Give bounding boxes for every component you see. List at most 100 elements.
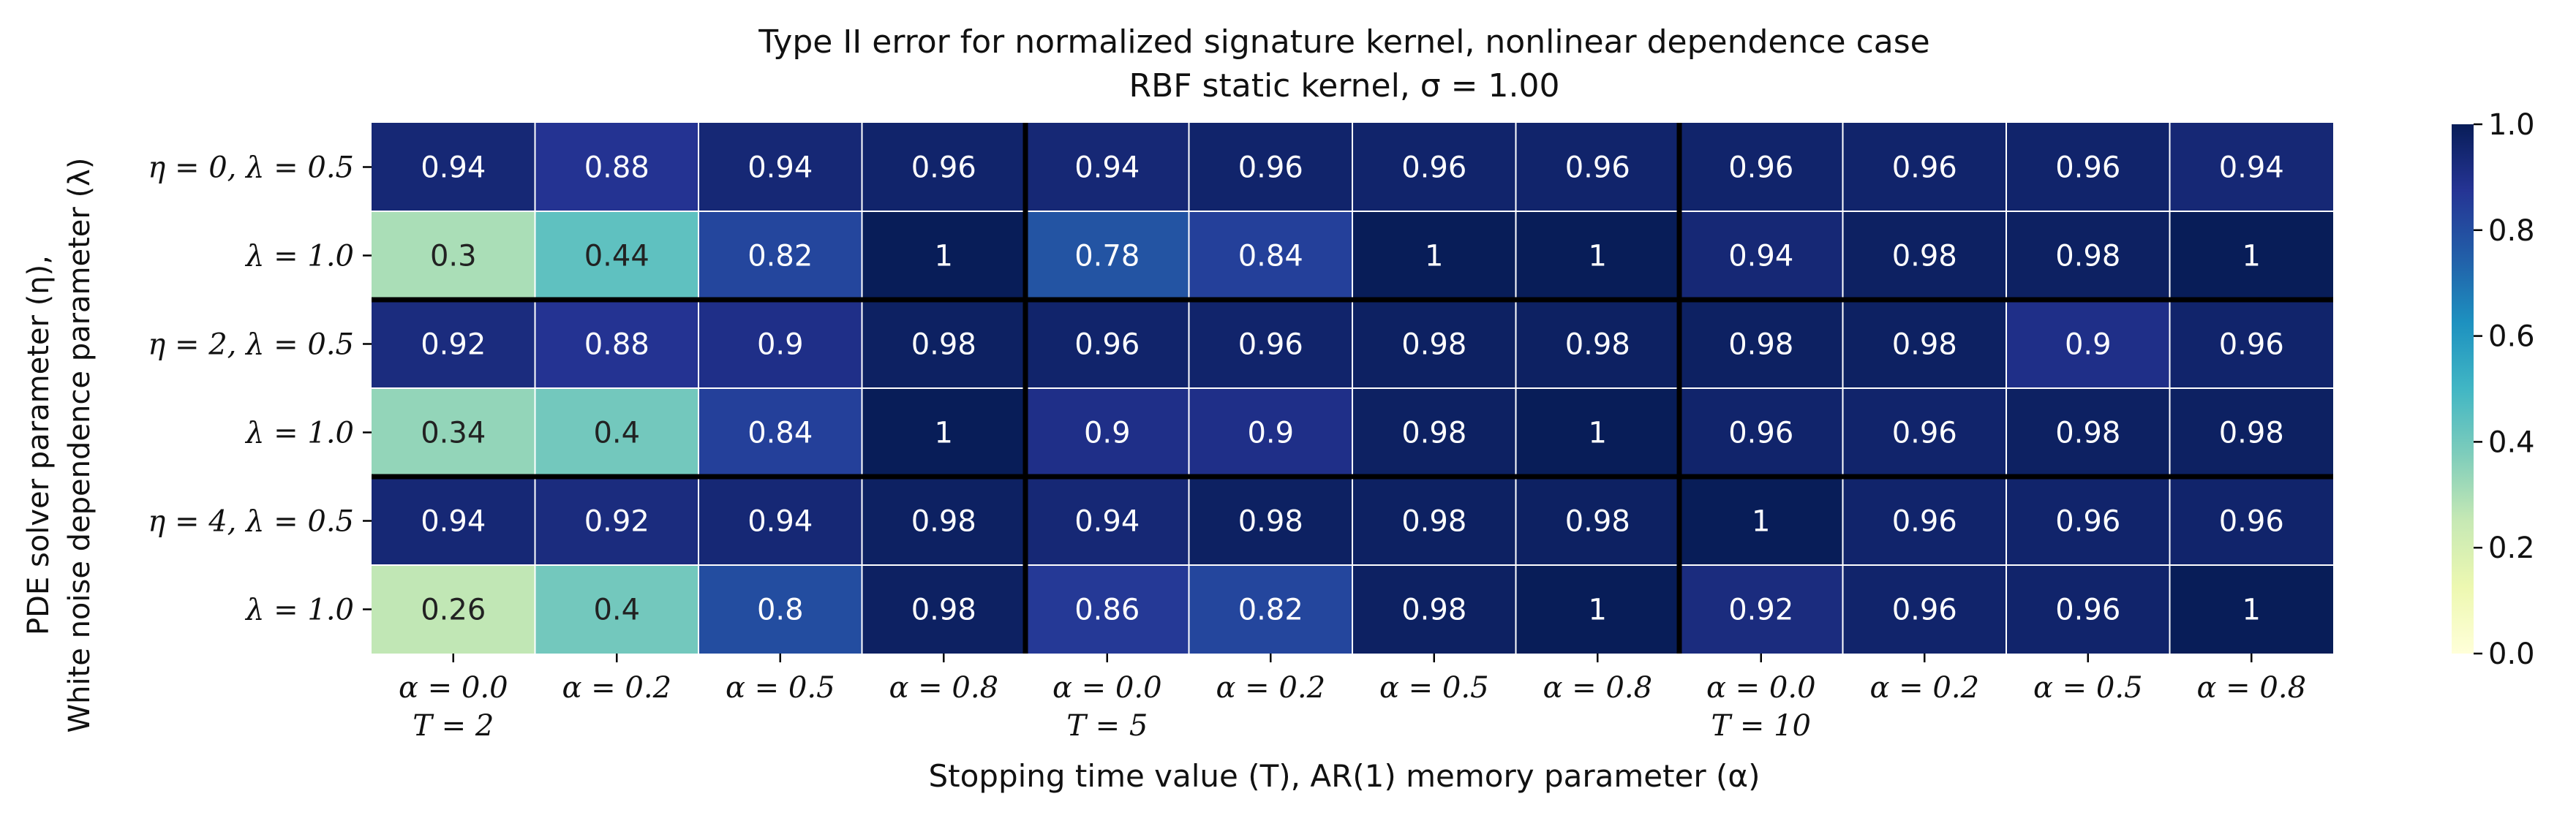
- x-tick-label: α = 0.2: [1216, 671, 1325, 705]
- x-tick-label: α = 0.2: [1869, 671, 1979, 705]
- cell-value-label: 0.98: [1565, 328, 1630, 362]
- heatmap-cell: [1025, 477, 1189, 565]
- x-tick-label: α = 0.5: [2033, 671, 2143, 705]
- cell-value-label: 0.88: [584, 151, 649, 185]
- heatmap-cell: [2169, 388, 2333, 477]
- heatmap-cell: [698, 123, 862, 211]
- heatmap-cell: [2169, 565, 2333, 654]
- heatmap-cell: [1025, 565, 1189, 654]
- cell-value-label: 0.98: [2055, 417, 2120, 450]
- cell-value-label: 0.98: [1892, 328, 1957, 362]
- x-tick-group-label: T = 10: [1711, 709, 1811, 743]
- cell-value-label: 0.98: [1238, 505, 1303, 539]
- heatmap-cell: [698, 565, 862, 654]
- cell-value-label: 1: [1589, 594, 1607, 627]
- heatmap-cell: [1025, 123, 1189, 211]
- cell-value-label: 0.8: [757, 594, 804, 627]
- cell-value-label: 1: [935, 240, 953, 273]
- cell-value-label: 0.92: [1728, 594, 1793, 627]
- cell-value-label: 0.96: [1892, 151, 1957, 185]
- cell-value-label: 0.96: [2219, 328, 2284, 362]
- cell-value-label: 0.98: [1728, 328, 1793, 362]
- heatmap-cell: [535, 211, 698, 300]
- heatmap-labels: 0.94 0.88 0.94 0.96 0.94 0.96 0.96 0.96 0.96 0.96…: [421, 151, 2284, 627]
- heatmap-cell: [862, 477, 1025, 565]
- cell-value-label: 0.94: [747, 505, 813, 539]
- cell-value-label: 0.96: [1238, 328, 1303, 362]
- cell-value-label: 0.96: [1892, 505, 1957, 539]
- cell-value-label: 0.96: [2219, 505, 2284, 539]
- cell-value-label: 0.92: [584, 505, 649, 539]
- cell-value-label: 1: [2242, 240, 2261, 273]
- heatmap-separators: [372, 123, 2333, 654]
- heatmap-cell: [535, 300, 698, 388]
- cell-value-label: 0.98: [2055, 240, 2120, 273]
- cell-value-label: 0.88: [584, 328, 649, 362]
- heatmap-cell: [862, 211, 1025, 300]
- heatmap-cell: [1515, 211, 1679, 300]
- cell-value-label: 0.96: [1892, 594, 1957, 627]
- heatmap-cell: [535, 123, 698, 211]
- cell-value-label: 0.98: [1401, 417, 1466, 450]
- heatmap-cell: [1352, 388, 1516, 477]
- cell-value-label: 0.44: [584, 240, 649, 273]
- heatmap-cell: [862, 388, 1025, 477]
- cell-value-label: 0.82: [747, 240, 813, 273]
- colorbar-tick-label: 1.0: [2488, 108, 2535, 142]
- cell-value-label: 0.34: [421, 417, 486, 450]
- heatmap-cell: [535, 388, 698, 477]
- cell-value-label: 0.98: [1401, 328, 1466, 362]
- heatmap-cell: [1352, 300, 1516, 388]
- cell-value-label: 0.82: [1238, 594, 1303, 627]
- heatmap-cell: [2006, 211, 2170, 300]
- cell-value-label: 0.94: [1074, 505, 1140, 539]
- heatmap-cell: [1515, 123, 1679, 211]
- cell-value-label: 0.94: [421, 151, 486, 185]
- cell-value-label: 0.26: [421, 594, 486, 627]
- colorbar-tick-label: 0.4: [2488, 425, 2535, 459]
- heatmap-cell: [2169, 477, 2333, 565]
- heatmap-cell: [372, 565, 535, 654]
- cell-value-label: 0.9: [2065, 328, 2112, 362]
- cell-value-label: 0.96: [1401, 151, 1466, 185]
- heatmap-cell: [1352, 477, 1516, 565]
- colorbar-tick-label: 0.6: [2488, 320, 2535, 354]
- heatmap-cell: [535, 477, 698, 565]
- y-tick-label: λ = 1.0: [244, 240, 354, 273]
- heatmap-cell: [862, 300, 1025, 388]
- y-axis-ticks: η = 0, λ = 0.5 λ = 1.0 η = 2, λ = 0.5 λ = 1…: [148, 151, 372, 627]
- heatmap-cell: [1515, 388, 1679, 477]
- heatmap-cell: [1515, 565, 1679, 654]
- heatmap-cell: [698, 388, 862, 477]
- heatmap-cell: [1189, 388, 1352, 477]
- heatmap-cell: [372, 477, 535, 565]
- heatmap-cell: [1842, 123, 2006, 211]
- cell-value-label: 0.9: [757, 328, 804, 362]
- y-tick-label: η = 0, λ = 0.5: [148, 151, 354, 185]
- heatmap-cell: [1842, 300, 2006, 388]
- x-tick-label: α = 0.5: [726, 671, 835, 705]
- heatmap-cell: [1352, 565, 1516, 654]
- x-axis-label: Stopping time value (T), AR(1) memory pa…: [928, 758, 1760, 794]
- cell-value-label: 0.9: [1247, 417, 1294, 450]
- x-tick-label: α = 0.8: [1543, 671, 1652, 705]
- heatmap-cell: [1679, 388, 1843, 477]
- cell-value-label: 0.84: [1238, 240, 1303, 273]
- heatmap-cell: [1679, 477, 1843, 565]
- colorbar: 0.0 0.2 0.4 0.6 0.8 1.0: [2452, 108, 2535, 671]
- heatmap-cell: [372, 123, 535, 211]
- y-tick-label: η = 4, λ = 0.5: [148, 505, 354, 539]
- cell-value-label: 0.86: [1074, 594, 1140, 627]
- cell-value-label: 0.96: [1238, 151, 1303, 185]
- x-tick-label: α = 0.0: [1052, 671, 1162, 705]
- cell-value-label: 0.94: [2219, 151, 2284, 185]
- heatmap-cell: [2169, 211, 2333, 300]
- heatmap-cell: [1842, 211, 2006, 300]
- heatmap-cell: [1842, 477, 2006, 565]
- cell-value-label: 1: [1589, 240, 1607, 273]
- x-tick-label: α = 0.2: [562, 671, 671, 705]
- y-axis-label-line-2: White noise dependence parameter (λ): [63, 158, 97, 733]
- heatmap-cell: [535, 565, 698, 654]
- heatmap-cell: [2006, 477, 2170, 565]
- x-tick-label: α = 0.5: [1379, 671, 1489, 705]
